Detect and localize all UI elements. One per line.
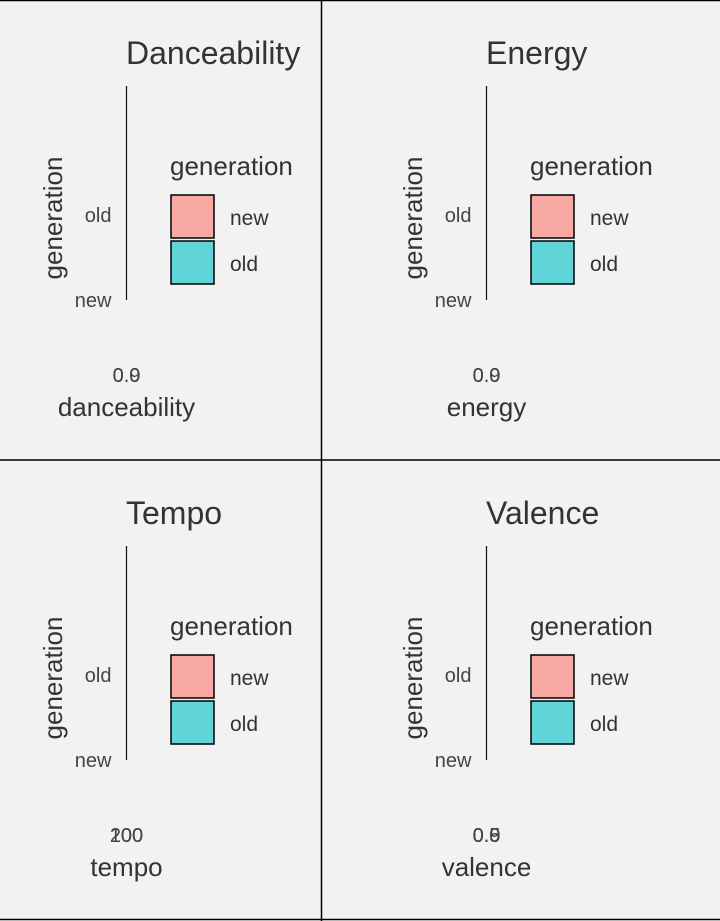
danceability-legend-label-old: old <box>230 253 258 276</box>
energy-legend-title: generation <box>530 151 653 181</box>
energy-legend-label-new: new <box>590 207 629 230</box>
energy-x-tick-1: 0.9 <box>473 365 501 387</box>
danceability-x-tick-1: 0.9 <box>113 365 141 387</box>
valence-legend-key-old <box>530 700 575 745</box>
energy-legend-key-new <box>530 194 575 239</box>
danceability-x-axis-title: danceability <box>58 392 195 422</box>
energy-x-tick-0: 0.0 <box>473 365 501 387</box>
tempo-x-tick-1: 200 <box>110 825 143 847</box>
energy-legend-label-old: old <box>590 253 618 276</box>
energy-y-tick-new: new <box>435 290 472 312</box>
danceability-legend-key-old <box>170 240 215 285</box>
valence-x-tick-1: 0.5 <box>473 825 501 847</box>
valence-x-axis-title: valence <box>442 852 532 882</box>
danceability-x-tick-0: 0.0 <box>113 365 141 387</box>
tempo-y-tick-old: old <box>85 665 112 687</box>
danceability-y-axis-title: generation <box>38 157 68 280</box>
tempo-chart-title: Tempo <box>126 495 222 531</box>
danceability-legend-title: generation <box>170 151 293 181</box>
valence-legend-label-new: new <box>590 667 629 690</box>
valence-x-tick-2: 0.9 <box>473 825 501 847</box>
danceability-legend-label-new: new <box>230 207 269 230</box>
tempo-legend-title: generation <box>170 611 293 641</box>
tempo-y-axis-title: generation <box>38 617 68 740</box>
tempo-legend-label-new: new <box>230 667 269 690</box>
valence-x-tick-0: 0.0 <box>473 825 501 847</box>
valence-y-tick-new: new <box>435 750 472 772</box>
danceability-y-tick-old: old <box>85 205 112 227</box>
energy-y-axis-title: generation <box>398 157 428 280</box>
valence-y-axis-title: generation <box>398 617 428 740</box>
tempo-legend-key-new <box>170 654 215 699</box>
energy-y-tick-old: old <box>445 205 472 227</box>
tempo-x-axis-title: tempo <box>90 852 162 882</box>
danceability-legend-key-new <box>170 194 215 239</box>
valence-legend-title: generation <box>530 611 653 641</box>
tempo-legend-key-old <box>170 700 215 745</box>
valence-legend-label-old: old <box>590 713 618 736</box>
valence-legend-key-new <box>530 654 575 699</box>
energy-chart-title: Energy <box>486 35 587 71</box>
valence-y-tick-old: old <box>445 665 472 687</box>
danceability-y-tick-new: new <box>75 290 112 312</box>
energy-x-axis-title: energy <box>447 392 527 422</box>
tempo-legend-label-old: old <box>230 713 258 736</box>
tempo-y-tick-new: new <box>75 750 112 772</box>
valence-chart-title: Valence <box>486 495 599 531</box>
danceability-chart-title: Danceability <box>126 35 300 71</box>
energy-legend-key-old <box>530 240 575 285</box>
tempo-x-tick-0: 100 <box>110 825 143 847</box>
